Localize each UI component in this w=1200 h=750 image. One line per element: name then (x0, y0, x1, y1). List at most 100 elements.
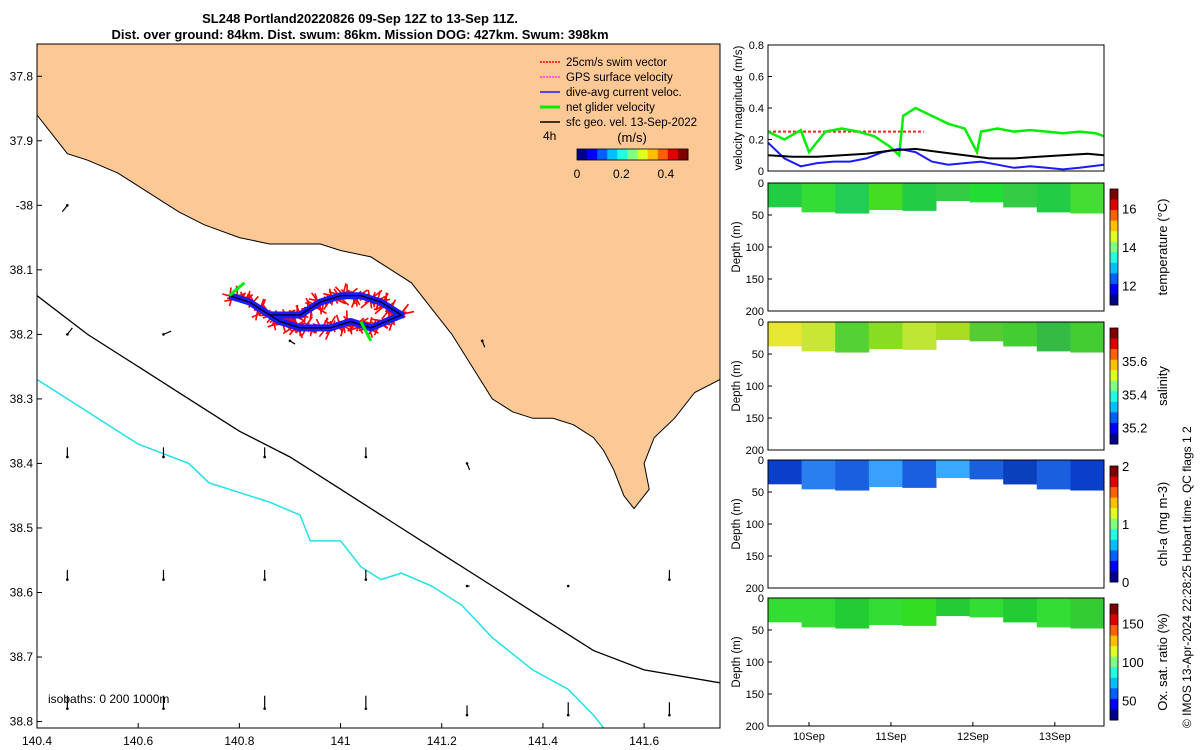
profile-y-tick-label: 200 (746, 306, 764, 318)
profile-colorbar-cell (1110, 252, 1118, 264)
profile-y-tick-label: 0 (758, 455, 764, 467)
profile-colorbar-cell (1110, 422, 1118, 434)
profile-colorbar-cell (1110, 359, 1118, 371)
geo-velocity-origin (465, 462, 469, 465)
colorbar-tick-label: 0 (574, 167, 581, 181)
profile-cell (1036, 598, 1071, 628)
profile-cell (1036, 322, 1071, 352)
profile-y-tick-label: 100 (746, 657, 764, 669)
map-y-tick-label: 37.9 (10, 134, 34, 148)
profile-colorbar-cell (1110, 391, 1118, 403)
geo-velocity-origin (364, 707, 368, 710)
profile-cell (1036, 460, 1071, 490)
profile-colorbar-cell (1110, 241, 1118, 253)
profile-colorbar-cell (1110, 433, 1118, 445)
colorbar-cell (627, 149, 639, 160)
profile-cell (902, 322, 937, 350)
date-x-tick-label: 10Sep (793, 731, 825, 743)
chart-title: SL248 Portland20220826 09-Sep 12Z to 13-… (202, 11, 518, 26)
geo-velocity-origin (263, 455, 266, 459)
profile-colorbar-cell (1110, 688, 1118, 700)
profile-cell (801, 598, 836, 628)
profile-colorbar-cell (1110, 677, 1118, 689)
profile-colorbar-tick-label: 50 (1122, 694, 1136, 709)
isobath-200m (37, 295, 720, 684)
profile-colorbar-cell (1110, 412, 1118, 424)
profile-colorbar-tick-label: 16 (1122, 201, 1136, 216)
profile-colorbar-cell (1110, 380, 1118, 392)
legend-entry: 25cm/s swim vector (566, 57, 667, 69)
geo-velocity-origin (66, 578, 69, 581)
geo-velocity-origin (66, 707, 69, 710)
profile-panel: 0 50 100 150 200 Depth (m) 0 1 2 chl-a (mg m-3) (731, 455, 1170, 595)
profile-colorbar-cell (1110, 189, 1118, 201)
profile-colorbar-tick-label: 35.6 (1122, 354, 1147, 369)
geo-velocity-arrow (163, 330, 172, 335)
profile-y-tick-label: 200 (746, 721, 764, 733)
profile-y-tick-label: 50 (752, 487, 764, 499)
profile-colorbar-cell (1110, 529, 1118, 541)
profile-colorbar-frame (1109, 327, 1119, 445)
profile-colorbar-cell (1110, 231, 1118, 243)
map-x-tick-label: 141.6 (629, 734, 659, 748)
profile-y-tick-label: 100 (746, 381, 764, 393)
profile-cell (936, 598, 971, 617)
profile-cell (835, 322, 870, 353)
profile-colorbar-tick-label: 35.2 (1122, 420, 1147, 435)
profile-y-tick-label: 150 (746, 689, 764, 701)
profile-colorbar-tick-label: 12 (1122, 279, 1136, 294)
profile-cell (969, 322, 1004, 342)
geo-velocity-origin (162, 455, 165, 459)
profile-colorbar-tick-label: 35.4 (1122, 387, 1147, 402)
geo-velocity-origin (66, 333, 69, 336)
profile-cell (768, 322, 803, 347)
profile-y-axis-label: Depth (m) (731, 498, 743, 549)
geo-velocity-arrow (61, 204, 68, 213)
map-y-tick-label: 38.2 (10, 327, 34, 341)
profile-colorbar-cell (1110, 476, 1118, 488)
colorbar-cell (677, 149, 689, 160)
profile-y-tick-label: 200 (746, 445, 764, 457)
profile-cell (1070, 322, 1105, 353)
date-x-tick-label: 13Sep (1039, 731, 1071, 743)
profile-colorbar-cell (1110, 508, 1118, 520)
geo-velocity-origin (162, 707, 165, 710)
profile-cell (969, 183, 1004, 203)
net-velocity-vector (359, 320, 373, 342)
isobath-1000m (37, 378, 605, 728)
credit-text: © IMOS 13-Apr-2024 22:28:25 Hobart time.… (1180, 426, 1194, 728)
colorbar-cell (617, 149, 628, 160)
profile-colorbar-cell (1110, 338, 1118, 350)
profile-colorbar-tick-label: 14 (1122, 240, 1136, 255)
colorbar-cell (587, 149, 598, 160)
profile-colorbar-tick-label: 100 (1122, 655, 1144, 670)
geo-velocity-origin (668, 578, 671, 581)
profile-colorbar-cell (1110, 667, 1118, 679)
profile-colorbar-cell (1110, 709, 1118, 721)
profile-colorbar-tick-label: 2 (1122, 459, 1129, 474)
profile-y-tick-label: 200 (746, 583, 764, 595)
profile-colorbar-cell (1110, 220, 1118, 232)
geo-velocity-origin (364, 578, 368, 581)
profile-colorbar-cell (1110, 283, 1118, 295)
map-y-tick-label: 38.7 (10, 650, 34, 664)
geo-velocity-arrow (66, 327, 73, 335)
geo-velocity-origin (566, 713, 570, 717)
map-y-tick-label: -38 (16, 198, 34, 212)
profile-y-axis-label: Depth (m) (731, 221, 743, 272)
map-y-tick-label: 37.8 (10, 69, 34, 83)
profile-colorbar-frame (1109, 188, 1119, 306)
profile-cell (1003, 322, 1038, 347)
geo-velocity-origin (465, 584, 469, 588)
profile-colorbar-tick-label: 0 (1122, 575, 1129, 590)
profile-y-tick-label: 50 (752, 349, 764, 361)
profile-cell (835, 598, 870, 629)
profile-cell (768, 598, 803, 623)
legend-entry: sfc geo. vel. 13-Sep-2022 (566, 117, 697, 129)
land-mass (37, 44, 720, 510)
profile-colorbar-cell (1110, 401, 1118, 413)
profile-cell (1036, 183, 1071, 213)
map-legend: 25cm/s swim vector GPS surface velocity di… (540, 57, 697, 181)
colorbar-frame (576, 148, 689, 161)
